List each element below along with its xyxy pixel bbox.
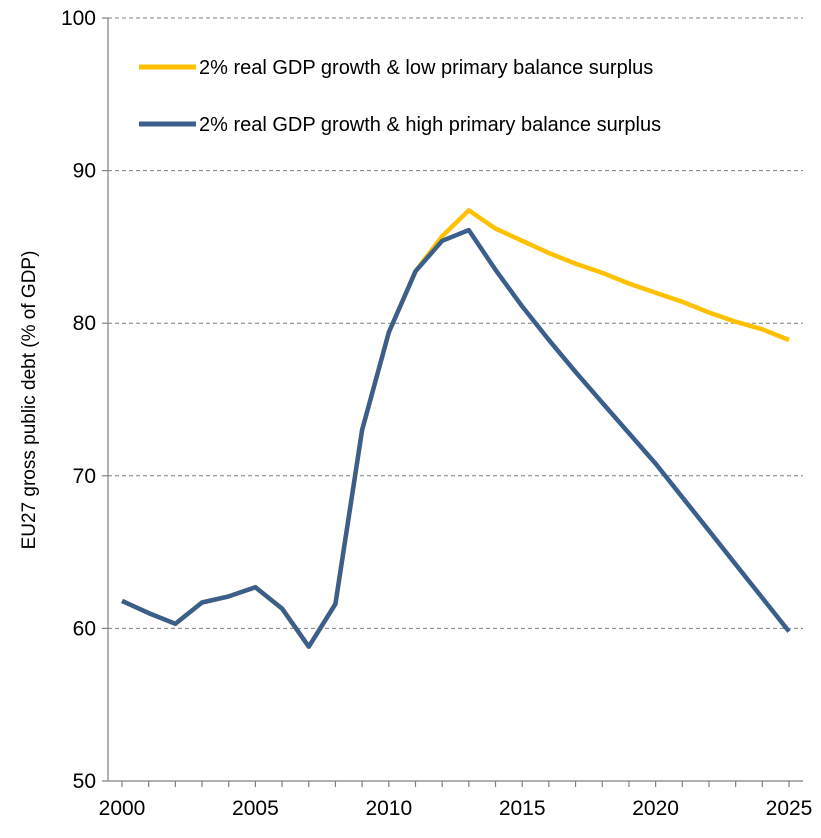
legend-label-high-surplus: 2% real GDP growth & high primary balanc… [199, 114, 661, 136]
x-tick-label-2010: 2010 [365, 797, 412, 820]
series-lines [121, 208, 791, 649]
legend: 2% real GDP growth & low primary balance… [139, 57, 661, 136]
x-tick-label-2005: 2005 [232, 797, 279, 820]
legend-label-low-surplus: 2% real GDP growth & low primary balance… [199, 57, 653, 79]
gridlines [108, 17, 803, 629]
axes [102, 17, 803, 787]
y-tick-label-90: 90 [73, 160, 96, 183]
y-tick-label-50: 50 [73, 770, 96, 793]
x-tick-label-2015: 2015 [499, 797, 546, 820]
series-line-high-surplus [121, 227, 791, 649]
y-tick-label-60: 60 [73, 617, 96, 640]
x-tick-label-2025: 2025 [766, 797, 813, 820]
y-tick-label-80: 80 [73, 312, 96, 335]
y-tick-label-70: 70 [73, 465, 96, 488]
y-axis-label: EU27 gross public debt (% of GDP) [19, 251, 40, 550]
series-line-low-surplus [121, 208, 790, 649]
tick-labels: 50 60 70 80 90 100 2000 2005 2010 2015 2020 2025 [61, 7, 812, 820]
x-tick-label-2020: 2020 [632, 797, 679, 820]
y-tick-label-100: 100 [61, 7, 96, 30]
x-tick-label-2000: 2000 [99, 797, 146, 820]
